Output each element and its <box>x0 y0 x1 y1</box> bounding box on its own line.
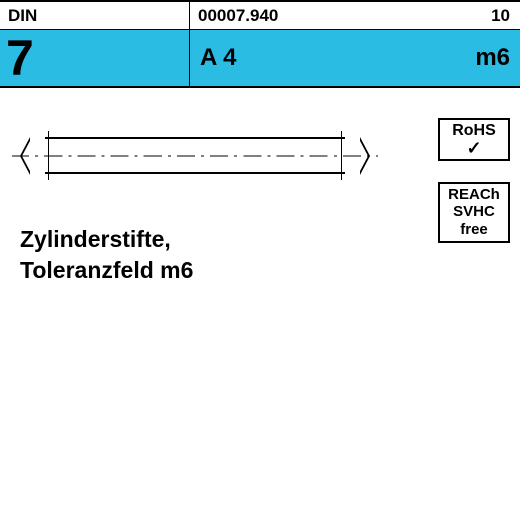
description-line1: Zylinderstifte, <box>20 226 510 253</box>
reach-badge: REACh SVHC free <box>438 182 510 243</box>
standard-label: DIN <box>0 2 190 29</box>
pin-diagram <box>20 123 370 188</box>
description-line2: Toleranzfeld m6 <box>20 257 510 284</box>
material: A 4 <box>190 30 430 86</box>
reach-line2: SVHC <box>440 203 508 220</box>
description-block: Zylinderstifte, Toleranzfeld m6 <box>20 226 510 284</box>
rohs-badge: RoHS ✓ <box>438 118 510 161</box>
din-number: 7 <box>0 30 190 86</box>
tick-left <box>48 131 49 180</box>
centerline <box>12 155 378 156</box>
reach-line3: free <box>440 221 508 238</box>
product-code: 00007.940 <box>190 2 460 29</box>
header-row: DIN 00007.940 10 <box>0 0 520 30</box>
reach-line1: REACh <box>440 186 508 203</box>
rohs-title: RoHS <box>440 123 508 139</box>
revision: 10 <box>460 2 520 29</box>
tick-right <box>341 131 342 180</box>
rohs-check-icon: ✓ <box>440 139 508 157</box>
spec-row: 7 A 4 m6 <box>0 30 520 88</box>
tolerance: m6 <box>430 30 520 86</box>
